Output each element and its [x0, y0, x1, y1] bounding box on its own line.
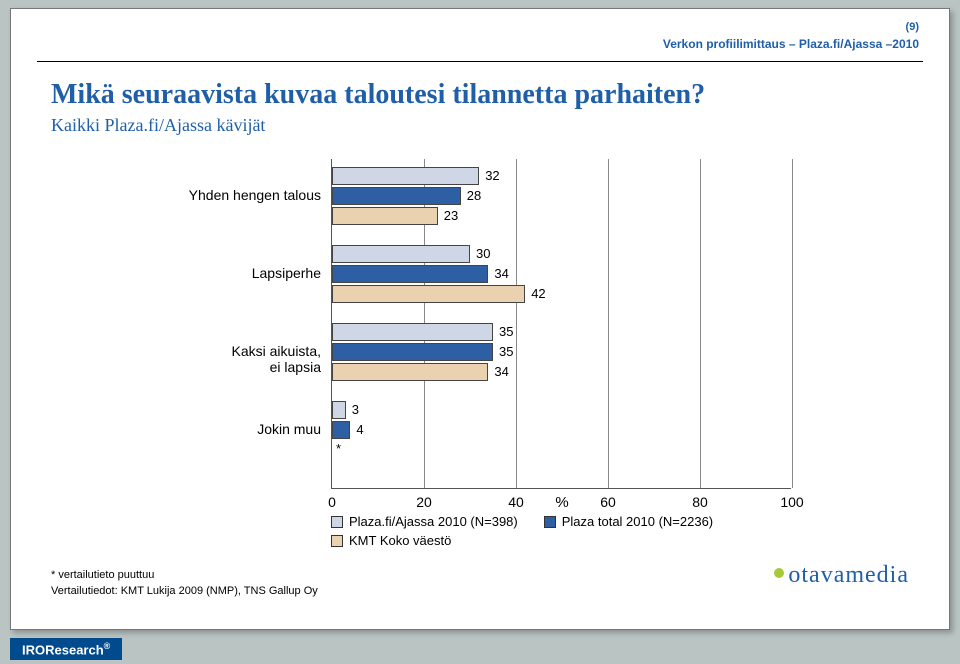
- bar-value-label: 23: [438, 207, 458, 225]
- slide: (9) Verkon profiilimittaus – Plaza.fi/Aj…: [10, 8, 950, 630]
- bar: [332, 187, 461, 205]
- header-right: (9) Verkon profiilimittaus – Plaza.fi/Aj…: [663, 21, 919, 51]
- bar-value-label: 32: [479, 167, 499, 185]
- footnote-star: * vertailutieto puuttuu: [51, 568, 318, 583]
- iroresearch-logo: IROResearch®: [10, 638, 122, 660]
- legend-swatch: [331, 535, 343, 547]
- bar: [332, 245, 470, 263]
- bar-value-label: 34: [488, 265, 508, 283]
- title-line1: Mikä seuraavista kuvaa taloutesi tilanne…: [51, 79, 705, 111]
- iro-logo-text: IROResearch: [22, 642, 104, 657]
- otava-dot-icon: [774, 568, 784, 578]
- gridline: [516, 159, 517, 488]
- percent-symbol: %: [555, 494, 568, 511]
- survey-header: Verkon profiilimittaus – Plaza.fi/Ajassa…: [663, 37, 919, 51]
- bar: [332, 207, 438, 225]
- missing-value-star: *: [336, 441, 341, 456]
- bar-value-label: 28: [461, 187, 481, 205]
- xtick-label: 100: [780, 494, 803, 510]
- gridline: [700, 159, 701, 488]
- legend-swatch: [331, 516, 343, 528]
- legend-label: Plaza total 2010 (N=2236): [562, 514, 713, 529]
- legend-label: KMT Koko väestö: [349, 533, 451, 548]
- otava-logo-text: otavamedia: [788, 562, 909, 588]
- title-line2: Kaikki Plaza.fi/Ajassa kävijät: [51, 115, 705, 136]
- footnote: * vertailutieto puuttuu Vertailutiedot: …: [51, 568, 318, 599]
- gridline: [608, 159, 609, 488]
- chart-category-labels: Yhden hengen talous Lapsiperhe Kaksi aikui…: [141, 159, 331, 529]
- xtick-label: 20: [416, 494, 432, 510]
- category-label: Yhden hengen talous: [141, 187, 321, 203]
- bar: [332, 265, 488, 283]
- bar: [332, 343, 493, 361]
- otavamedia-logo: otavamedia: [774, 562, 909, 589]
- bar-value-label: 34: [488, 363, 508, 381]
- bar-value-label: 42: [525, 285, 545, 303]
- xtick-label: 60: [600, 494, 616, 510]
- chart-plot-area: 020406080100%32282330344235353434*: [331, 159, 791, 489]
- bar-value-label: 35: [493, 343, 513, 361]
- legend-item: KMT Koko väestö: [331, 533, 451, 548]
- bar: [332, 167, 479, 185]
- bar-value-label: 30: [470, 245, 490, 263]
- bar-value-label: 3: [346, 401, 359, 419]
- xtick-label: 80: [692, 494, 708, 510]
- legend-label: Plaza.fi/Ajassa 2010 (N=398): [349, 514, 518, 529]
- legend-swatch: [544, 516, 556, 528]
- title-block: Mikä seuraavista kuvaa taloutesi tilanne…: [51, 79, 705, 136]
- chart: Yhden hengen talous Lapsiperhe Kaksi aikui…: [141, 159, 821, 529]
- bar: [332, 323, 493, 341]
- bar: [332, 401, 346, 419]
- category-label: Lapsiperhe: [141, 265, 321, 281]
- footnote-source: Vertailutiedot: KMT Lukija 2009 (NMP), T…: [51, 584, 318, 599]
- category-label: Jokin muu: [141, 421, 321, 437]
- bar-value-label: 4: [350, 421, 363, 439]
- header-rule: [37, 61, 923, 62]
- chart-legend: Plaza.fi/Ajassa 2010 (N=398) Plaza total …: [331, 514, 791, 552]
- legend-item: Plaza total 2010 (N=2236): [544, 514, 713, 529]
- legend-item: Plaza.fi/Ajassa 2010 (N=398): [331, 514, 518, 529]
- page-number: (9): [663, 21, 919, 33]
- gridline: [792, 159, 793, 488]
- xtick-label: 40: [508, 494, 524, 510]
- bar: [332, 363, 488, 381]
- bar-value-label: 35: [493, 323, 513, 341]
- bar: [332, 421, 350, 439]
- bar: [332, 285, 525, 303]
- xtick-label: 0: [328, 494, 336, 510]
- category-label: Kaksi aikuista,ei lapsia: [141, 343, 321, 375]
